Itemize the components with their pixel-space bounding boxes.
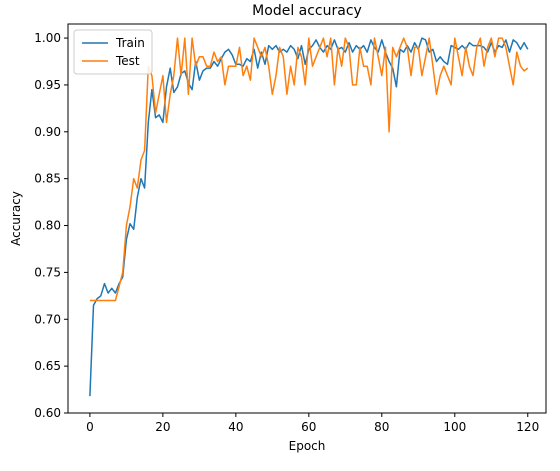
legend-box [73,29,153,75]
x-tick-label: 80 [374,420,389,434]
x-axis-label: Epoch [289,439,326,453]
y-tick-label: 0.60 [34,406,61,420]
x-tick-label: 100 [443,420,466,434]
x-tick-label: 60 [301,420,316,434]
chart-title: Model accuracy [252,3,362,19]
y-tick-label: 1.00 [34,31,61,45]
x-tick-label: 0 [86,420,94,434]
y-tick-label: 0.85 [34,172,61,186]
x-tick-label: 20 [155,420,170,434]
x-axis: 0 20 40 60 80 100 120 [86,413,539,434]
series-line-test [89,37,529,302]
y-tick-label: 0.70 [34,312,61,326]
x-tick-label: 40 [228,420,243,434]
y-axis-label: Accuracy [9,191,23,246]
plot-area [89,37,529,397]
y-tick-label: 0.90 [34,125,61,139]
y-tick-label: 0.65 [34,359,61,373]
axes-frame [67,23,547,414]
legend: Train Test [73,29,153,75]
legend-label-train: Train [115,36,145,50]
y-tick-label: 0.75 [34,265,61,279]
y-axis: 0.60 0.65 0.70 0.75 0.80 0.85 0.90 0.95 1.00 [34,31,68,420]
y-tick-label: 0.95 [34,78,61,92]
legend-label-test: Test [115,54,140,68]
y-tick-label: 0.80 [34,219,61,233]
series-line-train [89,37,529,397]
x-tick-label: 120 [516,420,539,434]
